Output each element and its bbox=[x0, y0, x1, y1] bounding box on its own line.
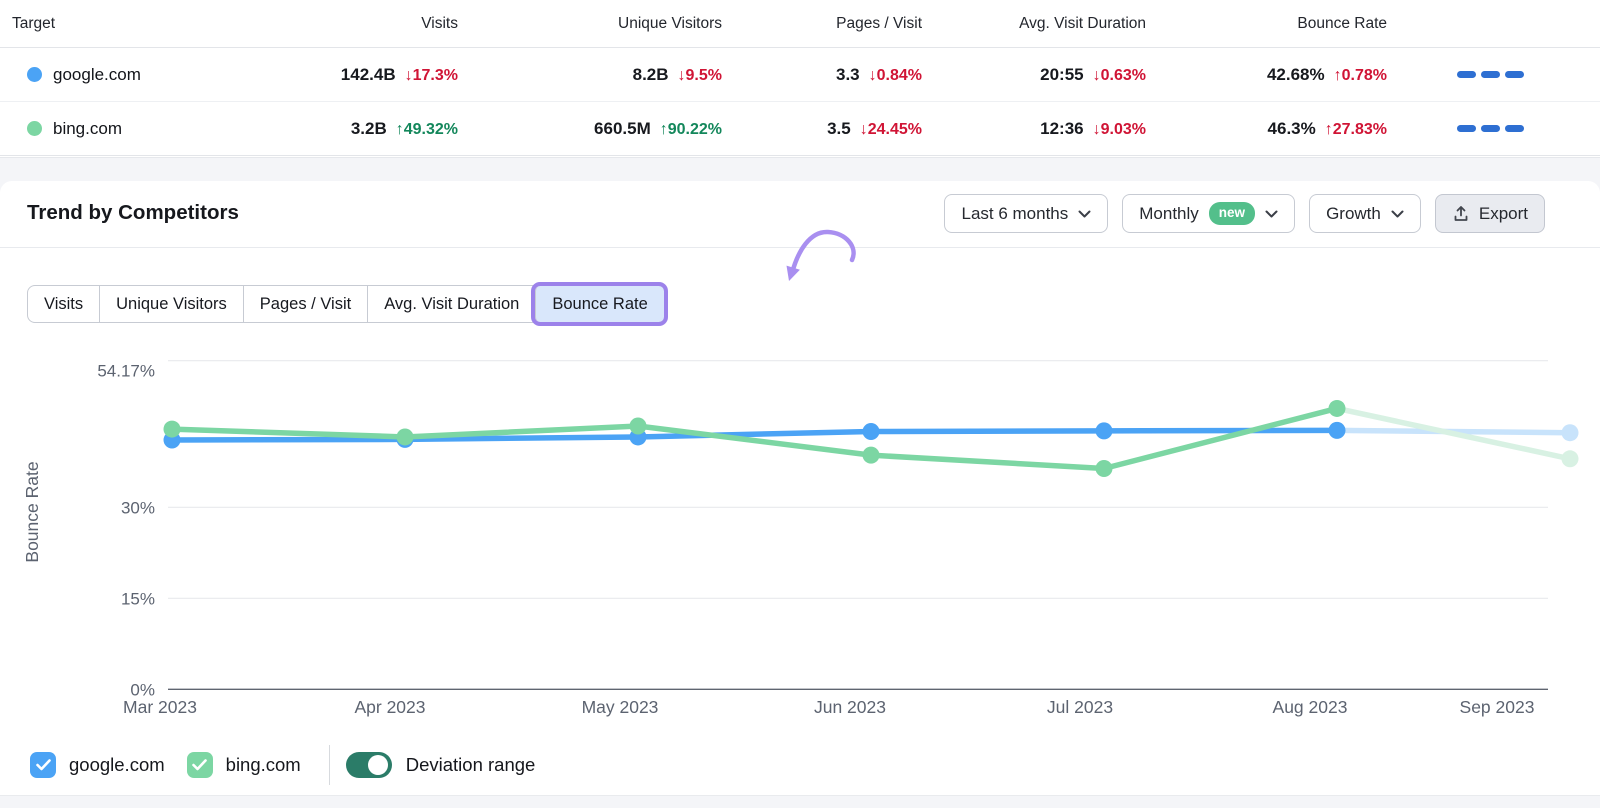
tab-visits[interactable]: Visits bbox=[44, 294, 84, 313]
table-row: bing.com 3.2B ↑49.32% 660.5M ↑90.22% 3.5 ↓2… bbox=[0, 102, 1600, 156]
chevron-down-icon bbox=[1265, 210, 1278, 217]
change-value: ↓9.03% bbox=[1092, 120, 1146, 138]
legend-item-bing[interactable]: bing.com bbox=[186, 752, 301, 778]
chart-legend: google.com bing.com Deviation range bbox=[30, 745, 535, 785]
row-actions-dashes-icon[interactable] bbox=[1387, 71, 1600, 78]
bounce-rate-cell: 42.68% ↑0.78% bbox=[1266, 64, 1387, 84]
competitors-table: Target Visits Unique Visitors Pages / Vi… bbox=[0, 0, 1600, 156]
chevron-down-icon bbox=[1078, 210, 1091, 217]
column-header-target: Target bbox=[12, 14, 56, 32]
section-title: Trend by Competitors bbox=[27, 201, 239, 224]
avg-visit-duration-cell: 12:36 ↓9.03% bbox=[1040, 118, 1146, 138]
legend-separator bbox=[328, 745, 330, 785]
trend-by-competitors-card: Trend by Competitors Last 6 months Month… bbox=[0, 181, 1600, 795]
target-bing[interactable]: bing.com bbox=[0, 119, 230, 139]
svg-text:Apr 2023: Apr 2023 bbox=[354, 697, 425, 717]
bottom-separator bbox=[0, 795, 1600, 808]
change-value: ↓9.5% bbox=[677, 66, 722, 84]
header-divider bbox=[0, 247, 1600, 248]
target-domain: google.com bbox=[53, 64, 141, 84]
series-color-dot bbox=[27, 121, 42, 136]
change-value: ↓0.84% bbox=[868, 66, 922, 84]
svg-text:Mar 2023: Mar 2023 bbox=[123, 697, 197, 717]
svg-text:30%: 30% bbox=[121, 498, 155, 517]
svg-text:Sep 2023: Sep 2023 bbox=[1460, 697, 1535, 717]
pages-per-visit-cell: 3.3 ↓0.84% bbox=[835, 64, 922, 84]
svg-text:Bounce Rate: Bounce Rate bbox=[22, 461, 42, 562]
change-value: ↑27.83% bbox=[1324, 120, 1387, 138]
export-button[interactable]: Export bbox=[1434, 194, 1545, 233]
svg-text:54.17%: 54.17% bbox=[97, 362, 155, 381]
tab-avg-visit-duration[interactable]: Avg. Visit Duration bbox=[367, 286, 535, 322]
checkbox-checked-icon[interactable] bbox=[186, 752, 213, 778]
new-badge: new bbox=[1208, 202, 1256, 225]
visits-cell: 142.4B ↓17.3% bbox=[340, 64, 458, 84]
table-header-row: Target Visits Unique Visitors Pages / Vi… bbox=[0, 0, 1600, 48]
column-header-avg-visit-duration: Avg. Visit Duration bbox=[1019, 14, 1146, 32]
toggle-knob bbox=[367, 755, 388, 775]
visits-cell: 3.2B ↑49.32% bbox=[350, 118, 458, 138]
checkbox-checked-icon[interactable] bbox=[30, 752, 56, 778]
column-header-bounce-rate: Bounce Rate bbox=[1297, 14, 1387, 32]
row-actions-dashes-icon[interactable] bbox=[1387, 125, 1600, 132]
svg-text:Jun 2023: Jun 2023 bbox=[814, 697, 886, 717]
annotation-arrow bbox=[786, 229, 856, 281]
mode-dropdown[interactable]: Growth bbox=[1309, 194, 1421, 233]
granularity-dropdown[interactable]: Monthly new bbox=[1122, 194, 1296, 233]
chevron-down-icon bbox=[1391, 210, 1404, 217]
target-domain: bing.com bbox=[53, 118, 122, 138]
chart-controls: Last 6 months Monthly new Growth Export bbox=[944, 194, 1545, 233]
target-google[interactable]: google.com bbox=[0, 65, 230, 85]
series-color-dot bbox=[27, 67, 42, 82]
toggle-label: Deviation range bbox=[405, 754, 536, 775]
tab-bounce-rate[interactable]: Bounce Rate bbox=[531, 282, 668, 326]
metric-tabs: Visits Unique Visitors Pages / Visit Avg… bbox=[27, 282, 668, 326]
svg-text:0%: 0% bbox=[130, 680, 155, 699]
deviation-range-toggle[interactable] bbox=[345, 752, 392, 778]
column-header-unique-visitors: Unique Visitors bbox=[618, 14, 722, 32]
legend-item-google[interactable]: google.com bbox=[30, 752, 165, 778]
change-value: ↓17.3% bbox=[404, 66, 458, 84]
unique-visitors-cell: 8.2B ↓9.5% bbox=[632, 64, 722, 84]
pages-per-visit-cell: 3.5 ↓24.45% bbox=[827, 118, 922, 138]
export-upload-icon bbox=[1454, 205, 1468, 221]
change-value: ↑90.22% bbox=[659, 120, 722, 138]
change-value: ↓0.63% bbox=[1092, 66, 1146, 84]
svg-text:Aug 2023: Aug 2023 bbox=[1273, 697, 1348, 717]
tab-pages-per-visit[interactable]: Pages / Visit bbox=[242, 286, 367, 322]
bounce-rate-cell: 46.3% ↑27.83% bbox=[1267, 118, 1387, 138]
column-header-pages-per-visit: Pages / Visit bbox=[836, 14, 922, 32]
avg-visit-duration-cell: 20:55 ↓0.63% bbox=[1040, 64, 1146, 84]
table-row: google.com 142.4B ↓17.3% 8.2B ↓9.5% 3.3 ↓0.… bbox=[0, 48, 1600, 102]
tab-unique-visitors[interactable]: Unique Visitors bbox=[99, 286, 243, 322]
unique-visitors-cell: 660.5M ↑90.22% bbox=[594, 118, 722, 138]
svg-text:May 2023: May 2023 bbox=[582, 697, 659, 717]
change-value: ↓24.45% bbox=[859, 120, 922, 138]
change-value: ↑49.32% bbox=[395, 120, 458, 138]
svg-text:15%: 15% bbox=[121, 589, 155, 608]
date-range-dropdown[interactable]: Last 6 months bbox=[944, 194, 1109, 233]
trend-chart[interactable]: 0% 15% 30% 54.17% Bounce Rate Mar 2023 Apr 202… bbox=[0, 340, 1600, 725]
svg-text:Jul 2023: Jul 2023 bbox=[1047, 697, 1113, 717]
change-value: ↑0.78% bbox=[1333, 66, 1387, 84]
column-header-visits: Visits bbox=[421, 14, 458, 32]
